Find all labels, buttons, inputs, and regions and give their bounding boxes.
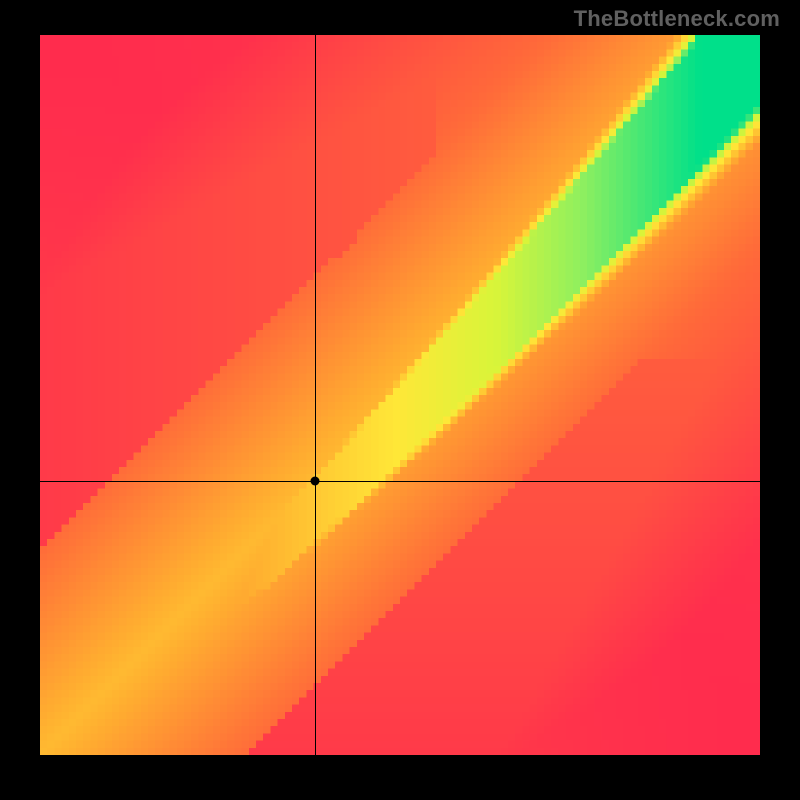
plot-area (40, 35, 760, 755)
watermark-text: TheBottleneck.com (574, 6, 780, 32)
crosshair-vertical (315, 35, 316, 755)
selection-marker[interactable] (311, 477, 320, 486)
crosshair-horizontal (40, 481, 760, 482)
chart-frame: TheBottleneck.com (0, 0, 800, 800)
bottleneck-heatmap (40, 35, 760, 755)
